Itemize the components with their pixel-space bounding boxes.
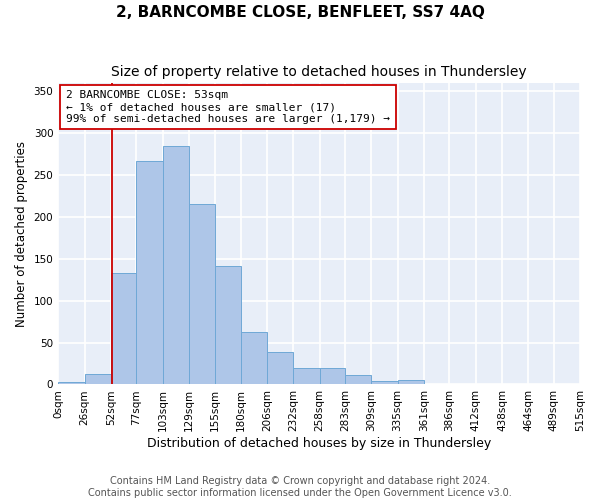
Bar <box>189 204 215 384</box>
Bar <box>111 273 136 384</box>
Y-axis label: Number of detached properties: Number of detached properties <box>15 140 28 326</box>
Bar <box>293 368 320 384</box>
Title: Size of property relative to detached houses in Thundersley: Size of property relative to detached ho… <box>111 65 527 79</box>
Text: 2 BARNCOMBE CLOSE: 53sqm
← 1% of detached houses are smaller (17)
99% of semi-de: 2 BARNCOMBE CLOSE: 53sqm ← 1% of detache… <box>66 90 390 124</box>
Bar <box>58 382 85 384</box>
Bar <box>163 146 189 384</box>
Bar <box>241 332 267 384</box>
Bar <box>136 161 163 384</box>
Bar <box>398 380 424 384</box>
Text: Contains HM Land Registry data © Crown copyright and database right 2024.
Contai: Contains HM Land Registry data © Crown c… <box>88 476 512 498</box>
Bar <box>267 352 293 384</box>
Bar <box>345 375 371 384</box>
Bar <box>371 381 398 384</box>
X-axis label: Distribution of detached houses by size in Thundersley: Distribution of detached houses by size … <box>147 437 491 450</box>
Bar <box>215 266 241 384</box>
Bar <box>85 374 111 384</box>
Bar <box>320 368 345 384</box>
Text: 2, BARNCOMBE CLOSE, BENFLEET, SS7 4AQ: 2, BARNCOMBE CLOSE, BENFLEET, SS7 4AQ <box>116 5 484 20</box>
